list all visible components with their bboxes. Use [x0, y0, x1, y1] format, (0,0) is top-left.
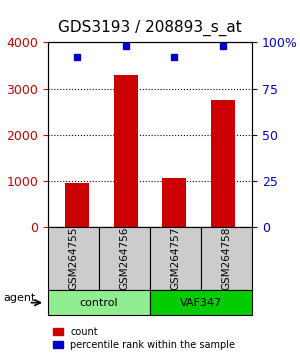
Bar	[114, 75, 138, 227]
Text: GDS3193 / 208893_s_at: GDS3193 / 208893_s_at	[58, 19, 242, 36]
Legend: count, percentile rank within the sample: count, percentile rank within the sample	[53, 327, 236, 350]
Text: GSM264757: GSM264757	[170, 227, 181, 290]
Text: control: control	[80, 298, 118, 308]
Text: GSM264758: GSM264758	[221, 227, 232, 290]
Text: GSM264755: GSM264755	[68, 227, 79, 290]
Bar	[162, 178, 186, 227]
Bar	[211, 100, 235, 227]
Text: VAF347: VAF347	[180, 298, 222, 308]
Text: agent: agent	[3, 293, 35, 303]
Text: GSM264756: GSM264756	[119, 227, 130, 290]
Bar	[65, 183, 89, 227]
